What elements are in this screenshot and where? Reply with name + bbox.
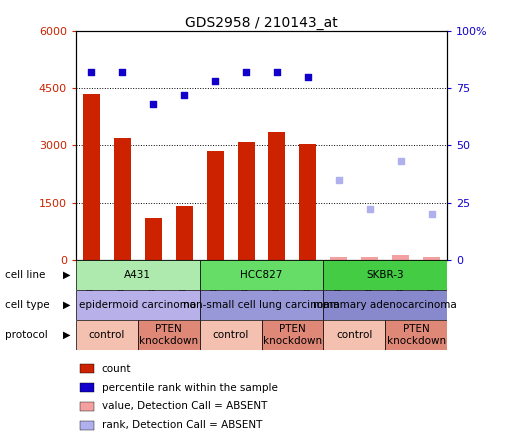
Text: rank, Detection Call = ABSENT: rank, Detection Call = ABSENT <box>102 420 262 430</box>
Bar <box>323 320 385 350</box>
Text: value, Detection Call = ABSENT: value, Detection Call = ABSENT <box>102 401 267 412</box>
Point <box>242 69 250 76</box>
Bar <box>392 255 410 260</box>
Bar <box>299 143 316 260</box>
Text: A431: A431 <box>124 270 151 280</box>
Text: epidermoid carcinoma: epidermoid carcinoma <box>79 300 196 310</box>
Point <box>87 69 96 76</box>
Bar <box>385 320 447 350</box>
Bar <box>76 320 138 350</box>
Text: ▶: ▶ <box>63 270 70 280</box>
Text: percentile rank within the sample: percentile rank within the sample <box>102 382 278 392</box>
Point <box>118 69 127 76</box>
Point <box>335 176 343 183</box>
Text: PTEN
knockdown: PTEN knockdown <box>263 325 322 346</box>
Text: control: control <box>336 330 372 340</box>
Point <box>273 69 281 76</box>
Text: HCC827: HCC827 <box>240 270 283 280</box>
Bar <box>145 218 162 260</box>
Bar <box>76 290 200 320</box>
Bar <box>79 402 94 411</box>
Bar <box>79 383 94 392</box>
Bar <box>361 257 378 260</box>
Text: protocol: protocol <box>5 330 48 340</box>
Text: ▶: ▶ <box>63 330 70 340</box>
Bar <box>200 320 262 350</box>
Bar <box>268 132 286 260</box>
Text: mammary adenocarcinoma: mammary adenocarcinoma <box>313 300 457 310</box>
Bar <box>79 364 94 373</box>
Text: SKBR-3: SKBR-3 <box>367 270 404 280</box>
Point <box>366 206 374 213</box>
Text: ▶: ▶ <box>63 300 70 310</box>
Text: count: count <box>102 364 131 374</box>
Bar <box>176 206 192 260</box>
Text: PTEN
knockdown: PTEN knockdown <box>386 325 446 346</box>
Text: control: control <box>212 330 249 340</box>
Bar <box>79 421 94 430</box>
Bar <box>76 260 200 290</box>
Text: control: control <box>88 330 125 340</box>
Text: PTEN
knockdown: PTEN knockdown <box>139 325 198 346</box>
Point <box>427 210 436 218</box>
Bar <box>237 142 255 260</box>
Title: GDS2958 / 210143_at: GDS2958 / 210143_at <box>185 16 338 30</box>
Bar <box>323 290 447 320</box>
Point <box>211 78 219 85</box>
Bar <box>331 257 347 260</box>
Point <box>149 101 157 108</box>
Point <box>396 158 405 165</box>
Point <box>180 91 188 99</box>
Bar <box>200 260 323 290</box>
Text: non-small cell lung carcinoma: non-small cell lung carcinoma <box>183 300 340 310</box>
Bar <box>200 290 323 320</box>
Bar <box>323 260 447 290</box>
Bar <box>83 94 100 260</box>
Text: cell line: cell line <box>5 270 46 280</box>
Text: cell type: cell type <box>5 300 50 310</box>
Bar <box>423 258 440 260</box>
Bar <box>207 151 224 260</box>
Bar <box>138 320 200 350</box>
Point <box>304 73 312 80</box>
Bar <box>262 320 323 350</box>
Bar <box>113 138 131 260</box>
